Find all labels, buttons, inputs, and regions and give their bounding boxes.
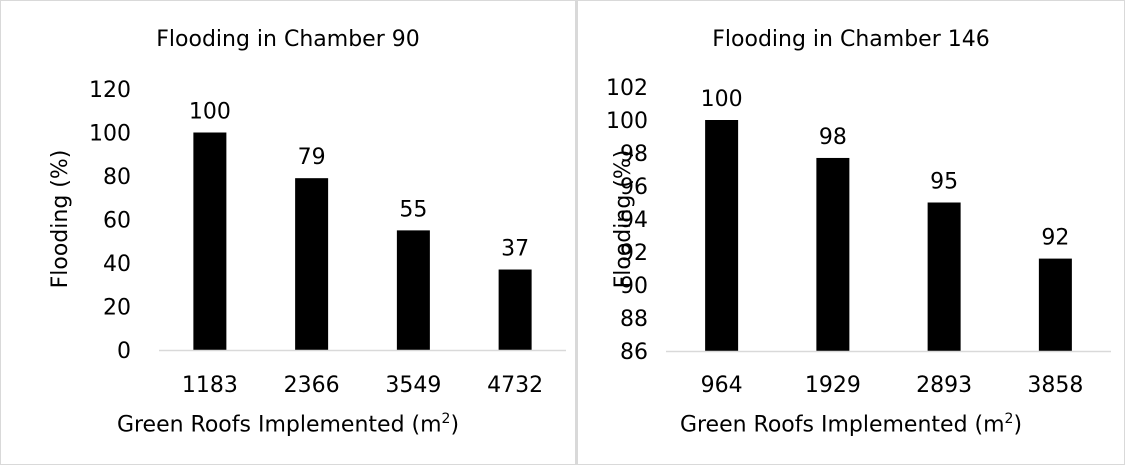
x-axis-label: Green Roofs Implemented (m2) — [578, 411, 1124, 437]
y-tick-label: 0 — [117, 339, 131, 364]
data-label: 100 — [189, 100, 231, 125]
x-axis-label-superscript: 2 — [1004, 411, 1014, 427]
x-axis-label-suffix: ) — [1013, 412, 1023, 438]
data-label: 55 — [399, 197, 427, 222]
x-tick-label: 2366 — [284, 373, 340, 398]
y-tick-label: 100 — [606, 109, 648, 134]
y-tick-label: 40 — [103, 252, 131, 277]
data-label: 100 — [701, 87, 743, 112]
chart-title: Flooding in Chamber 146 — [712, 27, 990, 52]
bar — [193, 132, 227, 350]
x-tick-label: 964 — [701, 373, 743, 398]
y-tick-label: 100 — [89, 122, 131, 147]
y-tick-label: 88 — [620, 307, 648, 332]
bar — [927, 202, 961, 351]
bar — [705, 120, 739, 351]
x-tick-label: 1929 — [805, 373, 861, 398]
x-axis-label-suffix: ) — [450, 412, 460, 438]
y-tick-label: 60 — [103, 209, 131, 234]
x-axis-label-superscript: 2 — [441, 411, 451, 427]
chart-title: Flooding in Chamber 90 — [156, 27, 420, 52]
bar-chart-chamber-146: 86 88 90 92 94 96 98 100 102 Flooding (%) 100 964 98… — [606, 76, 1111, 398]
x-tick-label: 1183 — [182, 373, 238, 398]
data-label: 95 — [930, 170, 958, 195]
y-tick-label: 96 — [620, 175, 648, 200]
bar-chart-chamber-90: 0 20 40 60 80 100 120 Flooding (%) 100 1183 79 2366… — [48, 78, 566, 398]
data-label: 92 — [1041, 226, 1069, 251]
y-axis-label: Flooding (%) — [48, 150, 73, 289]
data-label: 37 — [501, 237, 529, 262]
chart-panel-chamber-146: Flooding in Chamber 146 86 88 90 92 94 96 98 10… — [576, 0, 1125, 465]
bar — [816, 157, 850, 351]
x-tick-label: 4732 — [487, 373, 543, 398]
y-tick-label: 92 — [620, 241, 648, 266]
y-axis-label: Flooding (%) — [611, 150, 636, 289]
x-tick-label: 3549 — [385, 373, 441, 398]
data-label: 79 — [298, 145, 326, 170]
bar — [1038, 258, 1072, 351]
x-axis-label: Green Roofs Implemented (m2) — [1, 411, 575, 437]
y-tick-label: 80 — [103, 165, 131, 190]
bar — [295, 178, 329, 350]
data-label: 98 — [819, 125, 847, 150]
y-tick-label: 90 — [620, 274, 648, 299]
x-axis-label-text: Green Roofs Implemented (m — [116, 412, 442, 438]
bar — [396, 230, 430, 350]
y-tick-label: 98 — [620, 142, 648, 167]
x-tick-label: 2893 — [916, 373, 972, 398]
bar — [498, 269, 532, 350]
chart-panel-chamber-90: Flooding in Chamber 90 0 20 40 60 80 100 120 Fl… — [0, 0, 576, 465]
y-tick-label: 94 — [620, 208, 648, 233]
y-tick-label: 102 — [606, 76, 648, 101]
x-tick-label: 3858 — [1027, 373, 1083, 398]
x-axis-label-text: Green Roofs Implemented (m — [679, 412, 1005, 438]
y-tick-label: 120 — [89, 78, 131, 103]
y-tick-label: 20 — [103, 296, 131, 321]
y-tick-label: 86 — [620, 340, 648, 365]
